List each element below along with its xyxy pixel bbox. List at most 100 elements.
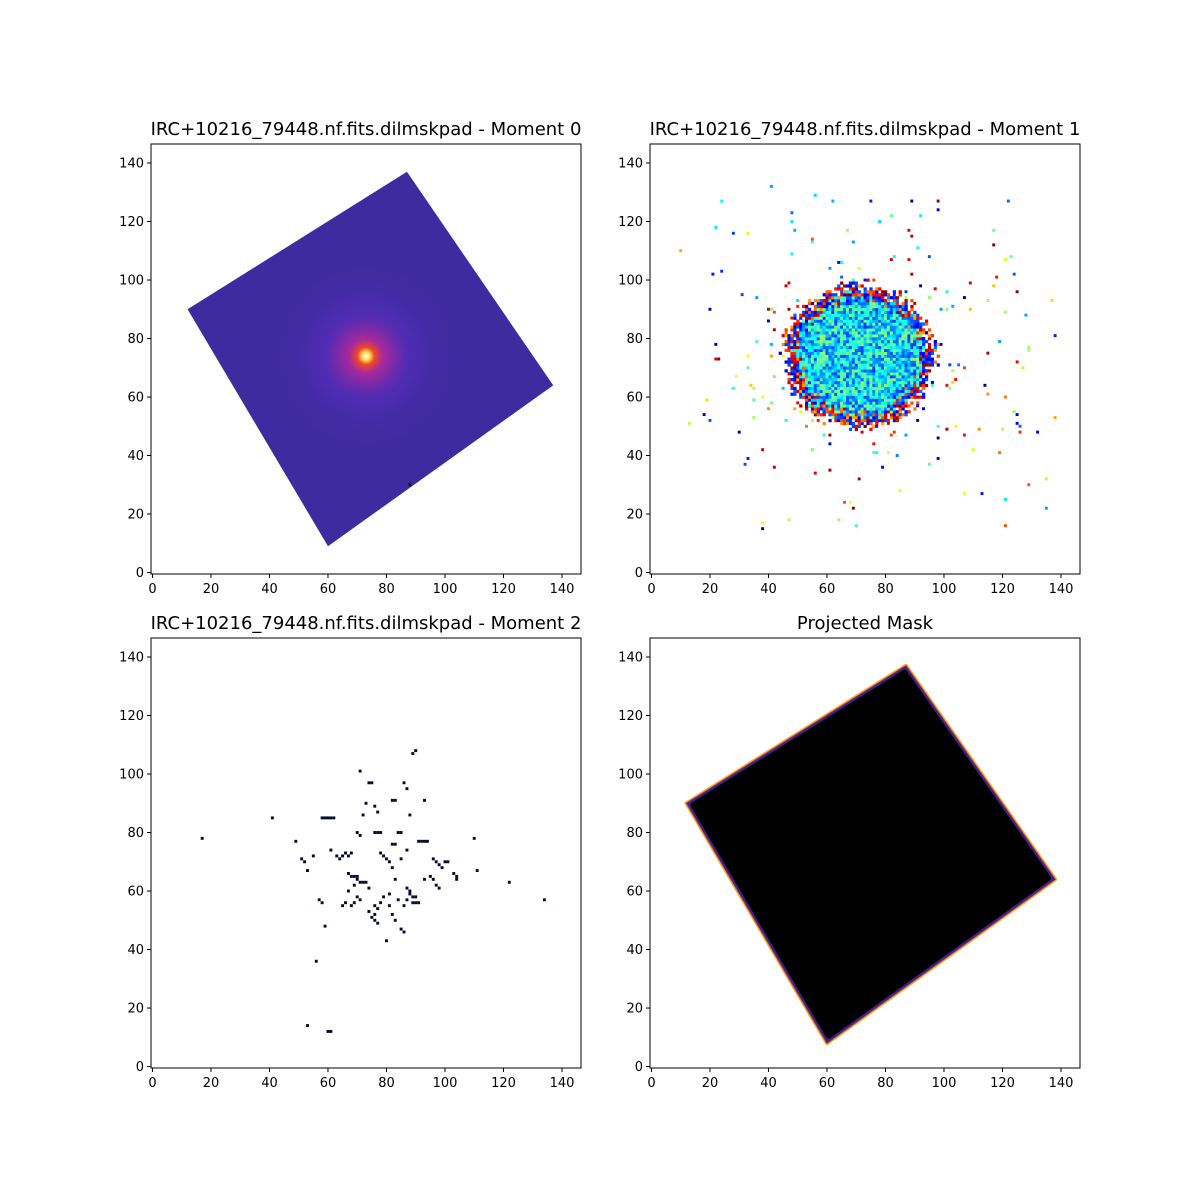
moment1-pixel	[895, 401, 899, 405]
moment1-pixel	[910, 331, 914, 335]
moment1-pixel	[881, 401, 885, 405]
moment2-pixel	[300, 857, 304, 861]
moment1-pixel	[872, 389, 876, 393]
moment1-pixel	[907, 360, 911, 364]
moment1-pixel	[793, 380, 797, 385]
moment1-pixel	[845, 339, 850, 344]
moment1-pixel	[924, 378, 929, 382]
moment1-pixel	[875, 348, 879, 352]
moment1-pixel	[863, 313, 867, 317]
x-tick-label: 100	[932, 1076, 957, 1091]
moment1-pixel	[904, 366, 908, 370]
moment1-pixel	[793, 378, 797, 382]
moment1-pixel	[828, 378, 832, 382]
moment1-pixel	[863, 301, 867, 306]
moment1-pixel	[866, 337, 870, 341]
moment1-pixel	[810, 398, 815, 402]
moment1-pixel	[819, 351, 823, 355]
moment1-pixel	[793, 389, 797, 393]
moment1-pixel	[851, 334, 856, 338]
moment2-pixel	[443, 860, 447, 864]
moment1-pixel	[851, 416, 856, 420]
moment1-pixel	[813, 331, 818, 335]
moment1-pixel	[872, 375, 876, 379]
moment1-pixel	[875, 378, 879, 382]
panel-2-title: IRC+10216_79448.nf.fits.dilmskpad - Mome…	[650, 119, 1081, 140]
moment1-pixel	[901, 386, 905, 391]
moment1-pixel	[860, 421, 864, 426]
moment1-pixel	[878, 348, 882, 352]
moment1-pixel	[854, 281, 858, 285]
moment1-pixel	[816, 410, 820, 414]
moment1-pixel	[878, 307, 882, 312]
moment1-pixel	[924, 331, 929, 335]
moment1-pixel	[805, 322, 809, 326]
moment1-pixel	[898, 293, 902, 297]
moment1-pixel	[860, 372, 864, 376]
moment1-pixel	[872, 378, 876, 382]
moment2-pixel	[399, 927, 403, 931]
moment1-pixel	[843, 290, 847, 294]
moment1-pixel	[807, 307, 812, 312]
moment1-pixel	[869, 296, 873, 300]
moment1-pixel	[854, 398, 858, 402]
moment1-pixel	[857, 345, 861, 350]
moment1-pixel	[863, 410, 867, 414]
moment1-pixel	[810, 319, 815, 323]
moment1-pixel	[889, 360, 894, 364]
moment1-pixel	[805, 342, 809, 347]
moment1-pixel	[816, 339, 820, 344]
moment1-pixel	[805, 392, 809, 396]
moment1-pixel	[816, 369, 820, 373]
moment1-pixel	[924, 348, 929, 352]
moment1-pixel	[799, 316, 803, 320]
moment1-pixel	[837, 372, 841, 376]
moment2-pixel	[358, 769, 362, 773]
moment1-pixel	[837, 375, 841, 379]
moment1-pixel	[936, 199, 940, 203]
moment1-pixel	[878, 378, 882, 382]
moment1-pixel	[772, 465, 776, 469]
moment1-pixel	[878, 375, 882, 379]
moment1-pixel	[889, 433, 893, 437]
moment1-pixel	[898, 407, 902, 411]
moment1-pixel	[819, 372, 823, 376]
moment1-pixel	[845, 416, 850, 420]
moment1-pixel	[796, 331, 800, 335]
moment1-pixel	[781, 342, 785, 347]
moment1-pixel	[860, 293, 864, 297]
moment1-pixel	[863, 316, 867, 320]
moment1-pixel	[860, 389, 864, 393]
moment1-pixel	[851, 296, 856, 300]
moment1-pixel	[869, 313, 873, 317]
moment1-pixel	[872, 360, 876, 364]
moment1-pixel	[913, 319, 917, 323]
moment1-pixel	[807, 366, 812, 370]
moment1-pixel	[822, 339, 826, 344]
moment1-pixel	[919, 342, 923, 347]
moment1-pixel	[749, 383, 753, 387]
moment1-pixel	[884, 378, 888, 382]
moment1-pixel	[816, 331, 820, 335]
moment1-pixel	[875, 360, 879, 364]
moment1-pixel	[875, 296, 879, 300]
moment1-pixel	[831, 319, 835, 323]
moment1-pixel	[884, 369, 888, 373]
moment1-pixel	[922, 351, 926, 355]
moment1-pixel	[845, 360, 850, 364]
moment1-pixel	[866, 357, 870, 361]
moment1-pixel	[866, 351, 870, 355]
moment1-pixel	[813, 337, 818, 341]
moment1-pixel	[875, 299, 879, 303]
moment1-pixel	[834, 404, 838, 408]
moment1-pixel	[843, 375, 847, 379]
moment1-pixel	[869, 418, 873, 423]
moment1-pixel	[930, 348, 935, 352]
moment1-pixel	[822, 313, 826, 317]
moment1-pixel	[872, 418, 876, 423]
moment1-pixel	[878, 413, 882, 417]
moment1-pixel	[886, 337, 891, 341]
moment1-pixel	[892, 410, 897, 414]
moment1-pixel	[848, 316, 853, 320]
moment1-pixel	[799, 389, 803, 393]
